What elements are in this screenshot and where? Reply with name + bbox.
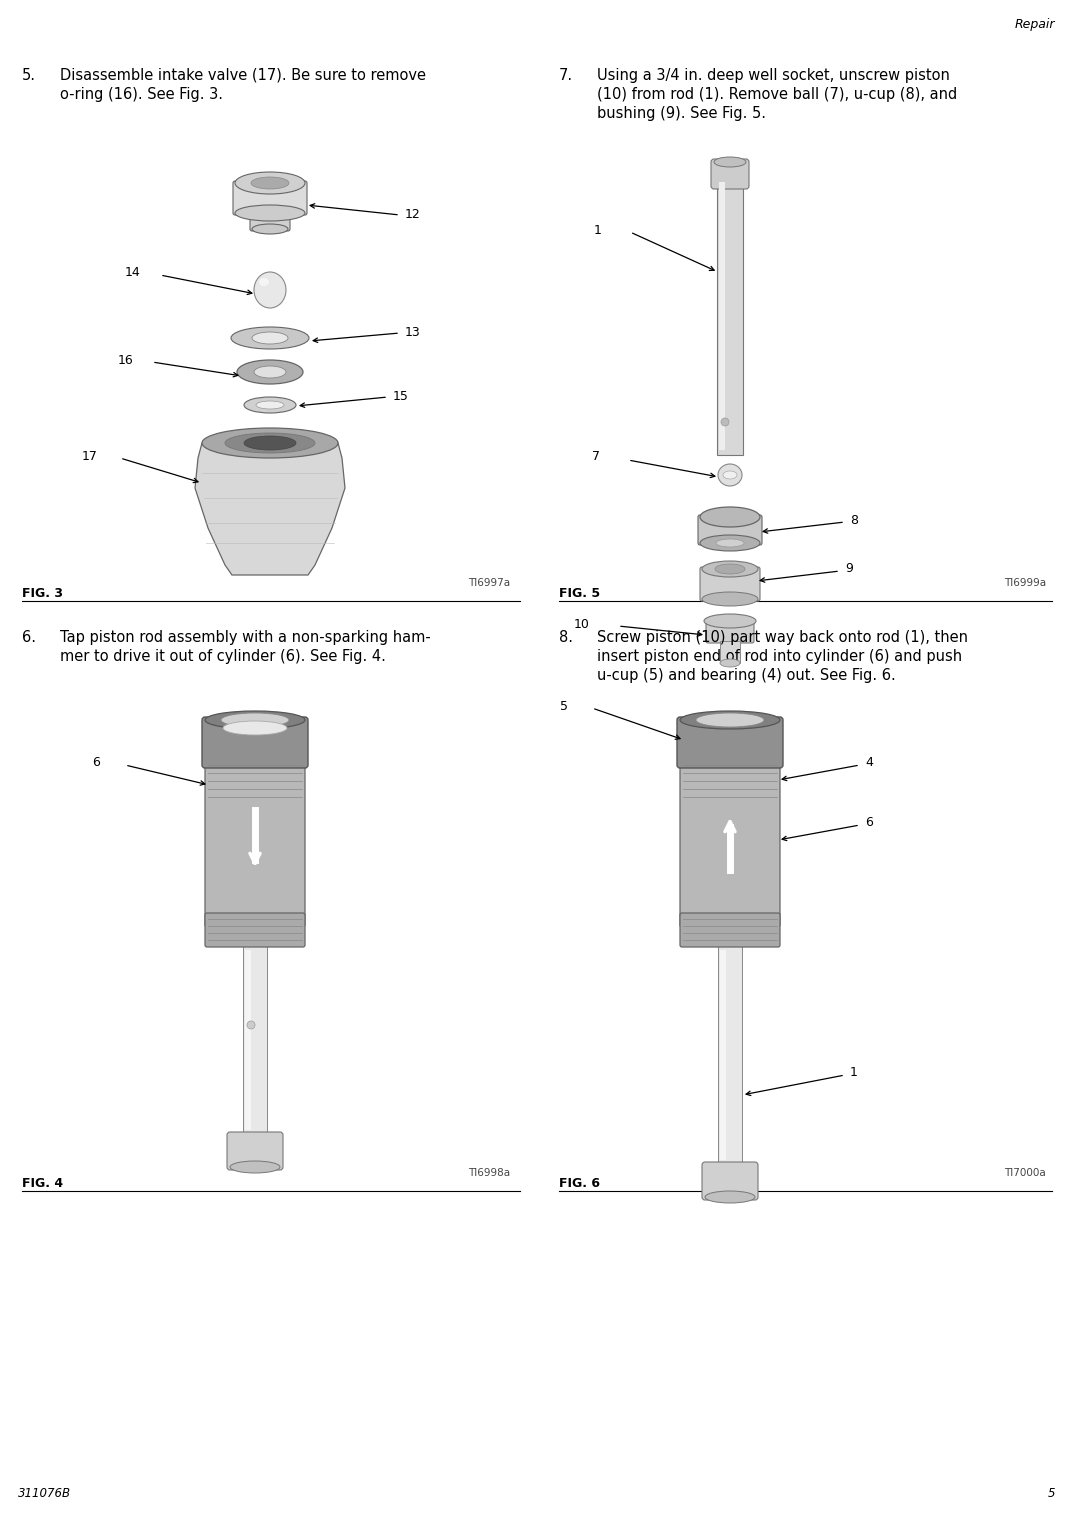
Text: TI7000a: TI7000a — [1004, 1167, 1046, 1178]
Text: 8.: 8. — [559, 631, 573, 644]
Text: FIG. 3: FIG. 3 — [23, 587, 63, 600]
FancyBboxPatch shape — [702, 1161, 758, 1201]
Bar — [717, 182, 743, 455]
Text: 6: 6 — [92, 755, 100, 769]
Text: Screw piston (10) part way back onto rod (1), then
insert piston end of rod into: Screw piston (10) part way back onto rod… — [597, 631, 968, 684]
Ellipse shape — [251, 177, 289, 190]
Text: 9: 9 — [846, 562, 853, 576]
Text: 6: 6 — [865, 817, 872, 829]
FancyBboxPatch shape — [680, 913, 780, 948]
Ellipse shape — [221, 713, 289, 728]
Text: 12: 12 — [405, 209, 421, 221]
FancyBboxPatch shape — [680, 758, 780, 926]
Ellipse shape — [252, 332, 288, 344]
Text: Disassemble intake valve (17). Be sure to remove
o-ring (16). See Fig. 3.: Disassemble intake valve (17). Be sure t… — [60, 68, 426, 102]
Ellipse shape — [723, 471, 737, 479]
Text: 1: 1 — [594, 223, 602, 236]
Text: 14: 14 — [124, 265, 141, 279]
Ellipse shape — [702, 593, 758, 606]
Ellipse shape — [205, 711, 305, 729]
FancyBboxPatch shape — [706, 619, 754, 643]
Text: 16: 16 — [118, 353, 134, 367]
Bar — [245, 951, 251, 1129]
FancyBboxPatch shape — [711, 159, 749, 190]
FancyBboxPatch shape — [205, 758, 305, 926]
Text: 5.: 5. — [23, 68, 36, 83]
Text: 6.: 6. — [23, 631, 36, 644]
Text: 4: 4 — [865, 756, 872, 770]
Text: 1: 1 — [850, 1066, 858, 1079]
Ellipse shape — [702, 561, 758, 578]
FancyBboxPatch shape — [202, 717, 308, 769]
Text: 10: 10 — [574, 617, 590, 631]
Ellipse shape — [223, 722, 286, 735]
Ellipse shape — [252, 224, 288, 233]
Text: 13: 13 — [405, 326, 421, 340]
FancyBboxPatch shape — [699, 515, 762, 544]
Ellipse shape — [225, 434, 315, 453]
Ellipse shape — [244, 397, 296, 412]
Text: 5: 5 — [1047, 1487, 1055, 1499]
Ellipse shape — [716, 540, 744, 547]
Ellipse shape — [720, 659, 740, 667]
Bar — [719, 182, 725, 450]
Ellipse shape — [244, 437, 296, 450]
Circle shape — [721, 418, 729, 426]
FancyBboxPatch shape — [227, 1132, 283, 1170]
Ellipse shape — [230, 1161, 280, 1173]
Text: FIG. 4: FIG. 4 — [23, 1176, 63, 1190]
Text: 17: 17 — [82, 450, 98, 462]
Text: TI6997a: TI6997a — [468, 578, 510, 588]
Text: 7.: 7. — [559, 68, 573, 83]
Ellipse shape — [680, 711, 780, 729]
Text: 7: 7 — [592, 450, 600, 464]
Bar — [718, 944, 743, 1164]
Ellipse shape — [696, 713, 764, 728]
Ellipse shape — [704, 614, 756, 628]
Bar — [242, 944, 267, 1135]
Circle shape — [247, 1020, 255, 1029]
Ellipse shape — [700, 535, 760, 550]
Ellipse shape — [231, 327, 309, 349]
FancyBboxPatch shape — [233, 180, 307, 215]
Ellipse shape — [705, 1192, 755, 1204]
Ellipse shape — [235, 205, 305, 221]
FancyBboxPatch shape — [677, 717, 783, 769]
Ellipse shape — [259, 277, 269, 287]
Text: FIG. 6: FIG. 6 — [559, 1176, 600, 1190]
Text: TI6998a: TI6998a — [468, 1167, 510, 1178]
Ellipse shape — [700, 506, 760, 528]
Ellipse shape — [718, 464, 743, 487]
Text: Using a 3/4 in. deep well socket, unscrew piston
(10) from rod (1). Remove ball : Using a 3/4 in. deep well socket, unscre… — [597, 68, 957, 121]
Ellipse shape — [256, 402, 284, 409]
Ellipse shape — [254, 365, 286, 377]
Ellipse shape — [715, 564, 745, 575]
Polygon shape — [195, 443, 346, 575]
Ellipse shape — [714, 158, 746, 167]
FancyBboxPatch shape — [205, 913, 305, 948]
Text: 311076B: 311076B — [18, 1487, 71, 1499]
FancyBboxPatch shape — [250, 211, 290, 230]
Bar — [720, 951, 726, 1160]
Ellipse shape — [235, 171, 305, 194]
Ellipse shape — [237, 359, 303, 384]
Text: 15: 15 — [393, 391, 409, 403]
Text: 8: 8 — [850, 514, 858, 526]
FancyBboxPatch shape — [700, 567, 760, 600]
Bar — [720, 641, 740, 662]
Text: TI6999a: TI6999a — [1004, 578, 1046, 588]
Text: 5: 5 — [560, 699, 568, 713]
Text: FIG. 5: FIG. 5 — [559, 587, 600, 600]
Ellipse shape — [254, 271, 286, 308]
Text: Repair: Repair — [1014, 18, 1055, 30]
Ellipse shape — [202, 428, 338, 458]
Text: Tap piston rod assembly with a non-sparking ham-
mer to drive it out of cylinder: Tap piston rod assembly with a non-spark… — [60, 631, 430, 664]
